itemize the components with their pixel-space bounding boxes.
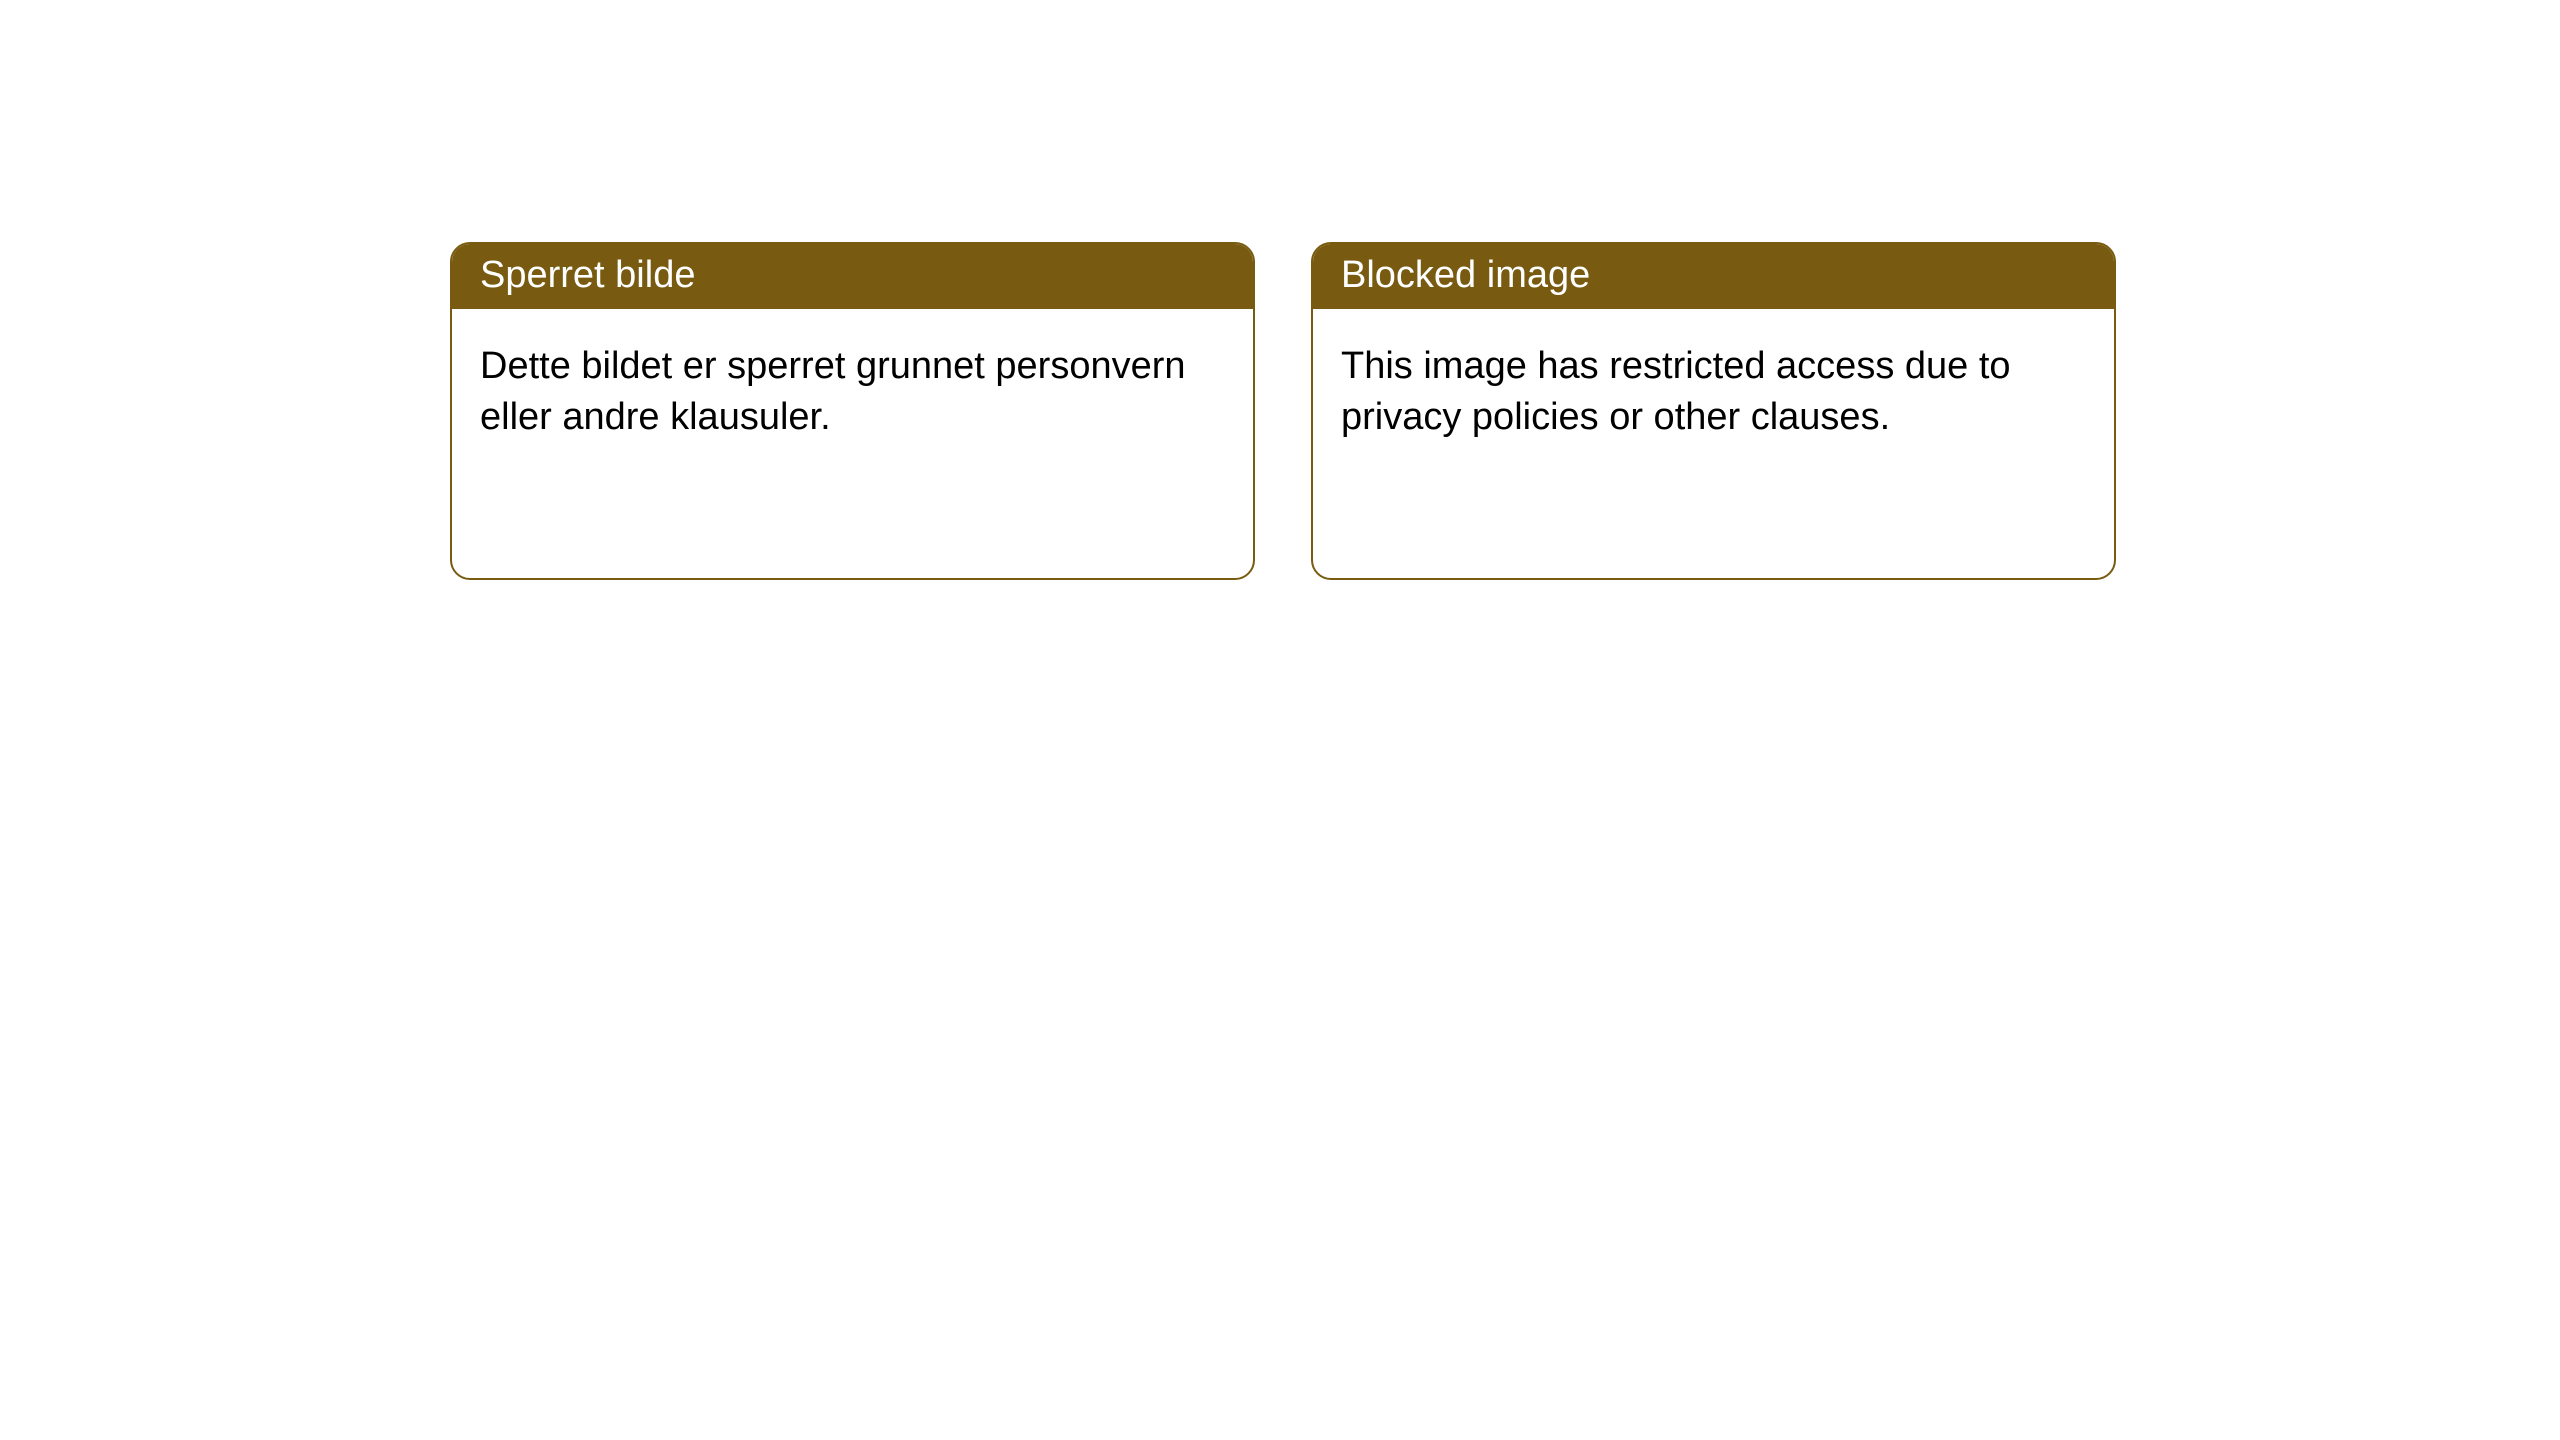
card-header-norwegian: Sperret bilde (452, 244, 1253, 309)
card-norwegian: Sperret bilde Dette bildet er sperret gr… (450, 242, 1255, 580)
card-english: Blocked image This image has restricted … (1311, 242, 2116, 580)
card-body-english: This image has restricted access due to … (1313, 309, 2114, 476)
card-body-norwegian: Dette bildet er sperret grunnet personve… (452, 309, 1253, 476)
card-header-english: Blocked image (1313, 244, 2114, 309)
cards-container: Sperret bilde Dette bildet er sperret gr… (0, 0, 2560, 580)
